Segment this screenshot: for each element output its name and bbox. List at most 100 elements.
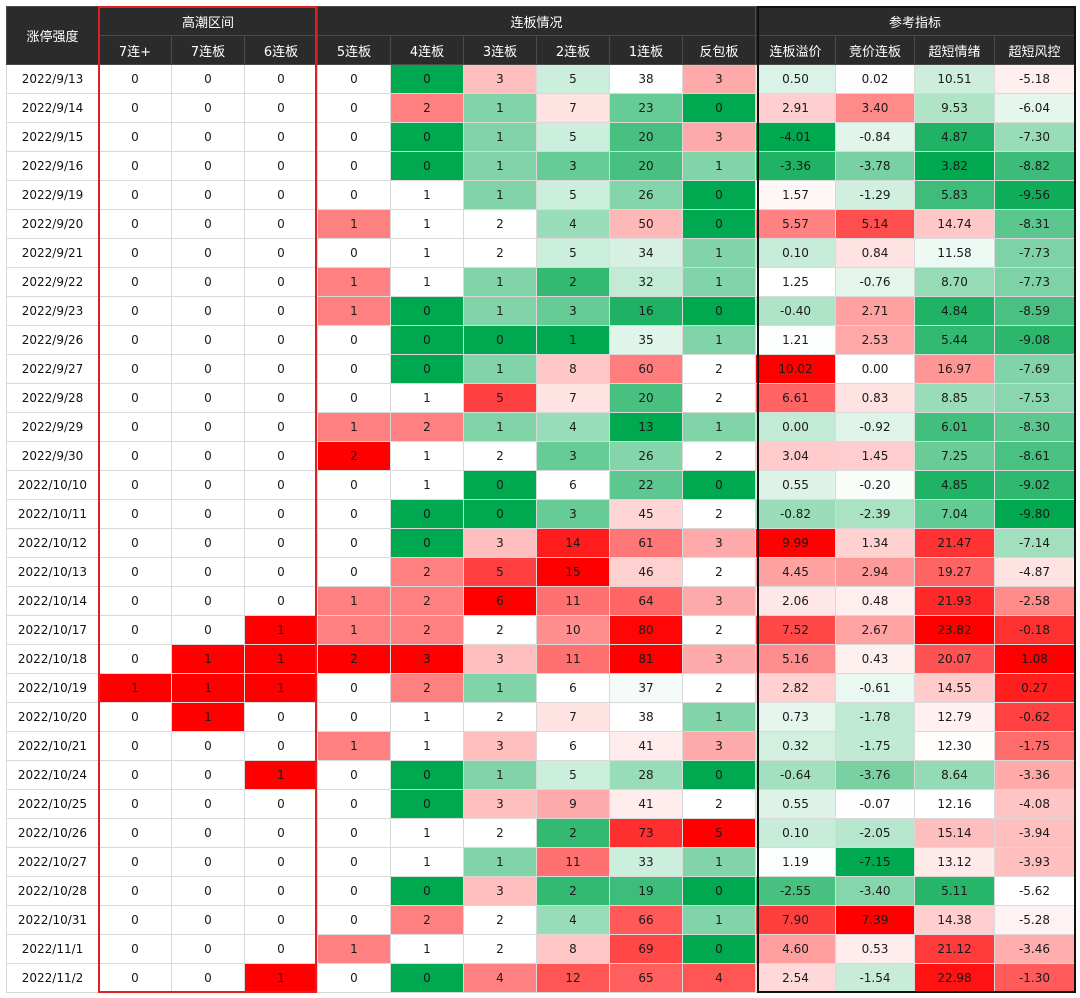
value-cell: -7.53: [994, 383, 1075, 413]
value-cell: 0: [171, 441, 245, 471]
group-header-climax: 高潮区间: [98, 6, 318, 36]
value-cell: 0: [390, 528, 464, 558]
value-cell: 2.71: [835, 296, 915, 326]
value-cell: 0: [98, 586, 172, 616]
value-cell: 0: [98, 702, 172, 732]
value-cell: -0.07: [835, 789, 915, 819]
value-cell: 0: [317, 93, 391, 123]
table-row: 2022/10/25 0 0 0 0 0 3 9 41 2 0.55 -0.07 12.16 -4.08: [6, 789, 1075, 819]
value-cell: 0: [171, 267, 245, 297]
value-cell: 12.79: [914, 702, 995, 732]
value-cell: 26: [609, 441, 683, 471]
value-cell: 6.61: [755, 383, 836, 413]
date-cell: 2022/10/18: [6, 644, 99, 674]
value-cell: 21.47: [914, 528, 995, 558]
value-cell: 5.14: [835, 209, 915, 239]
value-cell: 0: [98, 383, 172, 413]
value-cell: 0: [171, 905, 245, 935]
value-cell: 0.10: [755, 238, 836, 268]
value-cell: 2: [536, 876, 610, 906]
value-cell: 1: [536, 325, 610, 355]
value-cell: 0: [317, 325, 391, 355]
value-cell: 13.12: [914, 847, 995, 877]
value-cell: -3.36: [755, 151, 836, 181]
value-cell: 1: [463, 151, 537, 181]
value-cell: 1: [317, 267, 391, 297]
date-cell: 2022/10/27: [6, 847, 99, 877]
limit-up-strength-table: 涨停强度 高潮区间 连板情况 参考指标 7连+ 7连板 6连板 5连板 4连板 3连板 2连…: [6, 6, 1075, 993]
value-cell: 0: [98, 528, 172, 558]
value-cell: 0: [171, 412, 245, 442]
value-cell: -2.05: [835, 818, 915, 848]
table-row: 2022/10/10 0 0 0 0 1 0 6 22 0 0.55 -0.20 4.85 -9.02: [6, 470, 1075, 500]
value-cell: 0: [171, 325, 245, 355]
value-cell: 0: [317, 470, 391, 500]
value-cell: 3: [682, 528, 756, 558]
value-cell: 0: [244, 731, 318, 761]
value-cell: 2.67: [835, 615, 915, 645]
value-cell: 0: [171, 615, 245, 645]
value-cell: 0: [317, 151, 391, 181]
table-row: 2022/10/14 0 0 0 1 2 6 11 64 3 2.06 0.48 21.93 -2.58: [6, 586, 1075, 616]
value-cell: 0: [98, 470, 172, 500]
value-cell: 0: [244, 702, 318, 732]
value-cell: 26: [609, 180, 683, 210]
value-cell: 0.32: [755, 731, 836, 761]
value-cell: 1: [390, 441, 464, 471]
value-cell: -0.18: [994, 615, 1075, 645]
value-cell: -2.39: [835, 499, 915, 529]
date-cell: 2022/11/2: [6, 963, 99, 993]
value-cell: 0.27: [994, 673, 1075, 703]
value-cell: 1: [463, 847, 537, 877]
value-cell: 0: [171, 238, 245, 268]
table-row: 2022/9/29 0 0 0 1 2 1 4 13 1 0.00 -0.92 6.01 -8.30: [6, 412, 1075, 442]
value-cell: 0: [390, 151, 464, 181]
value-cell: -7.73: [994, 267, 1075, 297]
value-cell: -1.78: [835, 702, 915, 732]
value-cell: 2: [390, 673, 464, 703]
value-cell: 0.00: [835, 354, 915, 384]
value-cell: 35: [609, 325, 683, 355]
date-cell: 2022/10/24: [6, 760, 99, 790]
value-cell: 11: [536, 847, 610, 877]
value-cell: 0: [98, 731, 172, 761]
value-cell: -1.75: [994, 731, 1075, 761]
value-cell: 0: [682, 93, 756, 123]
value-cell: 1: [171, 644, 245, 674]
value-cell: -8.61: [994, 441, 1075, 471]
value-cell: 1: [463, 673, 537, 703]
value-cell: 1: [244, 615, 318, 645]
value-cell: 4.45: [755, 557, 836, 587]
value-cell: -2.58: [994, 586, 1075, 616]
date-cell: 2022/10/28: [6, 876, 99, 906]
value-cell: 28: [609, 760, 683, 790]
value-cell: 1: [390, 383, 464, 413]
value-cell: 0.55: [755, 789, 836, 819]
date-cell: 2022/10/11: [6, 499, 99, 529]
value-cell: 64: [609, 586, 683, 616]
value-cell: 15.14: [914, 818, 995, 848]
column-header: 7连板: [171, 35, 245, 65]
value-cell: 2: [390, 412, 464, 442]
value-cell: 2: [390, 905, 464, 935]
value-cell: 0: [98, 615, 172, 645]
value-cell: 0: [244, 209, 318, 239]
value-cell: 2: [463, 615, 537, 645]
value-cell: -0.61: [835, 673, 915, 703]
date-cell: 2022/9/13: [6, 64, 99, 94]
value-cell: -3.40: [835, 876, 915, 906]
value-cell: 20: [609, 122, 683, 152]
table-row: 2022/9/13 0 0 0 0 0 3 5 38 3 0.50 0.02 10.51 -5.18: [6, 64, 1075, 94]
value-cell: 7.39: [835, 905, 915, 935]
value-cell: 7: [536, 383, 610, 413]
value-cell: 21.93: [914, 586, 995, 616]
value-cell: 2: [682, 789, 756, 819]
value-cell: 0: [244, 151, 318, 181]
value-cell: 0: [390, 296, 464, 326]
value-cell: 0.48: [835, 586, 915, 616]
value-cell: 1: [682, 847, 756, 877]
value-cell: 2: [682, 499, 756, 529]
value-cell: 0: [317, 180, 391, 210]
value-cell: 0.73: [755, 702, 836, 732]
header-group-row: 涨停强度 高潮区间 连板情况 参考指标: [6, 6, 1075, 65]
